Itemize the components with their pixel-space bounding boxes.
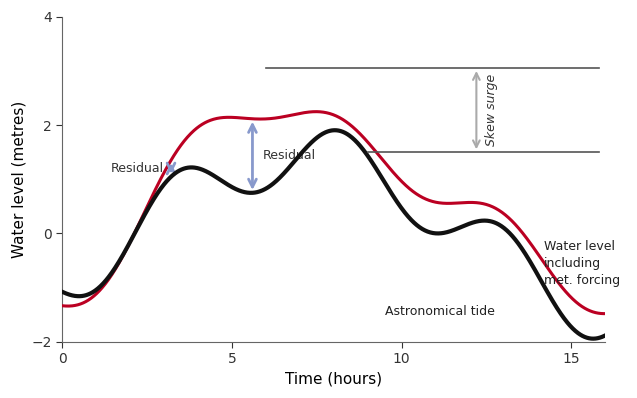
- Text: Residual: Residual: [262, 149, 316, 162]
- Text: Skew surge: Skew surge: [485, 74, 498, 146]
- Text: Residual: Residual: [111, 162, 164, 175]
- X-axis label: Time (hours): Time (hours): [285, 372, 382, 387]
- Text: Astronomical tide: Astronomical tide: [385, 305, 495, 318]
- Text: Water level
including
met. forcing: Water level including met. forcing: [544, 240, 620, 287]
- Y-axis label: Water level (metres): Water level (metres): [11, 101, 26, 258]
